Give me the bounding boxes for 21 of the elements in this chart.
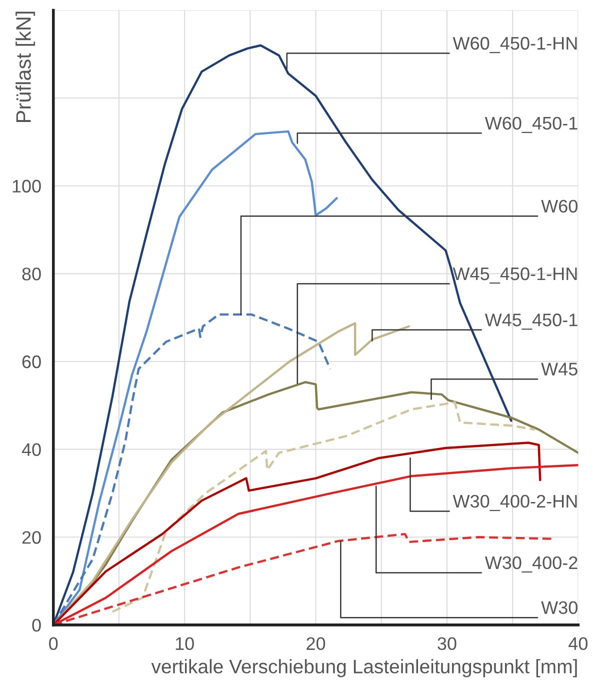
annotation: W30 xyxy=(541,601,578,614)
x-tick-label: 10 xyxy=(176,637,194,650)
y-tick-label: 80 xyxy=(22,268,41,280)
y-axis-title: Prüflast [kN] xyxy=(16,12,35,122)
y-tick-label: 20 xyxy=(22,531,41,544)
annotation: W30_400-2-HN xyxy=(452,494,577,512)
annotation: W60 xyxy=(541,200,578,213)
annotation: W30_400-2 xyxy=(484,556,578,573)
x-tick-label: 20 xyxy=(306,637,326,650)
y-tick-label: 40 xyxy=(22,443,41,456)
annotation: W60_450-1 xyxy=(484,116,578,134)
annotation: W45 xyxy=(541,362,578,376)
annotation: W45_450-1 xyxy=(484,314,578,330)
y-tick-label: 100 xyxy=(12,180,41,193)
y-tick-label: 60 xyxy=(22,355,41,368)
x-tick-label: 0 xyxy=(49,637,58,650)
y-tick-label: 0 xyxy=(32,618,41,632)
annotation: W60_450-1-HN xyxy=(452,36,577,54)
x-tick-label: 30 xyxy=(438,637,456,650)
x-tick-label: 40 xyxy=(568,637,588,650)
x-axis-title: vertikale Verschiebung Lasteinleitungspunkt [mm] xyxy=(151,659,577,678)
